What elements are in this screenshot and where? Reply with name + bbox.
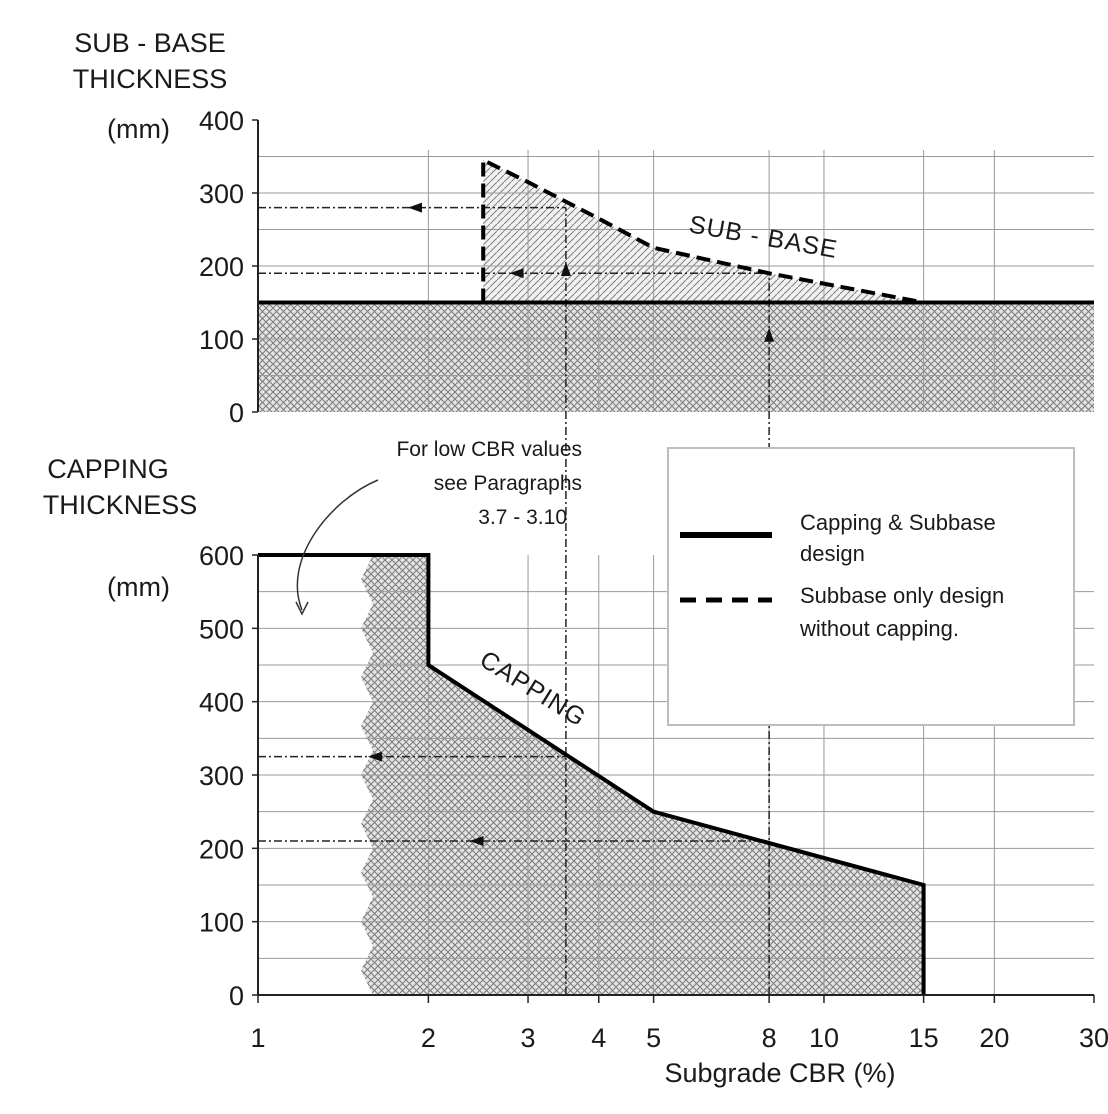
- note-line-3: 3.7 - 3.10: [478, 506, 567, 529]
- subbase-curve-label: SUB - BASE: [687, 210, 840, 264]
- subbase-read-arrow-0: [407, 202, 422, 213]
- subbase-ylabel-line-2: THICKNESS: [73, 64, 228, 94]
- capping-ytick-400: 400: [199, 688, 244, 718]
- capping-axis-title: CAPPING THICKNESS (mm): [43, 454, 198, 602]
- xtick-1: 1: [250, 1023, 265, 1053]
- xtick-8: 8: [762, 1023, 777, 1053]
- xtick-2: 2: [421, 1023, 436, 1053]
- subbase-ytick-400: 400: [199, 106, 244, 136]
- vertical-read-arrow-0: [560, 262, 571, 276]
- capping-solid-line: [258, 553, 926, 995]
- legend-entry-2-line-2: without capping.: [799, 616, 959, 641]
- capping-ytick-200: 200: [199, 834, 244, 864]
- xtick-30: 30: [1079, 1023, 1108, 1053]
- legend-entry-1-line-1: Capping & Subbase: [800, 510, 996, 535]
- xtick-4: 4: [591, 1023, 606, 1053]
- note-line-2: see Paragraphs: [434, 472, 582, 495]
- subbase-axis-title: SUB - BASE THICKNESS (mm): [73, 28, 228, 144]
- subbase-dashed-line: [481, 156, 924, 305]
- design-curves: [258, 156, 1094, 995]
- capping-read-arrow-0: [367, 751, 382, 762]
- capping-ytick-500: 500: [199, 614, 244, 644]
- capping-ylabel-unit: (mm): [107, 572, 170, 602]
- xtick-20: 20: [979, 1023, 1009, 1053]
- low-cbr-note: For low CBR values see Paragraphs 3.7 - …: [295, 438, 582, 616]
- subbase-ytick-0: 0: [229, 398, 244, 428]
- legend-entry-1-line-2: design: [800, 541, 865, 566]
- capping-ytick-300: 300: [199, 761, 244, 791]
- legend-entry-2-line-1: Subbase only design: [800, 583, 1004, 608]
- subbase-read-arrow-1: [509, 268, 524, 279]
- legend: Capping & Subbase design Subbase only de…: [667, 447, 1075, 726]
- xtick-5: 5: [646, 1023, 661, 1053]
- subbase-ylabel-unit: (mm): [107, 114, 170, 144]
- note-arrow: [296, 479, 379, 611]
- subbase-ytick-200: 200: [199, 252, 244, 282]
- vertical-read-arrow-1: [764, 327, 775, 342]
- capping-ylabel-line-2: THICKNESS: [43, 490, 198, 520]
- capping-ylabel-line-1: CAPPING: [47, 454, 169, 484]
- legend-box: [667, 447, 1075, 726]
- xtick-3: 3: [521, 1023, 536, 1053]
- subbase-ylabel-line-1: SUB - BASE: [74, 28, 226, 58]
- note-line-1: For low CBR values: [396, 438, 582, 461]
- capping-read-arrow-1: [469, 836, 484, 846]
- reading-lines: [258, 202, 775, 995]
- subbase-band-fill: [258, 302, 1094, 412]
- capping-ytick-0: 0: [229, 981, 244, 1011]
- subbase-extra-fill: [483, 160, 1094, 303]
- xtick-10: 10: [809, 1023, 839, 1053]
- capping-ytick-100: 100: [199, 908, 244, 938]
- x-axis-title: Subgrade CBR (%): [664, 1058, 895, 1088]
- subbase-ytick-300: 300: [199, 179, 244, 209]
- xtick-15: 15: [909, 1023, 939, 1053]
- subbase-ytick-100: 100: [199, 325, 244, 355]
- capping-ytick-600: 600: [199, 541, 244, 571]
- note-arrowhead: [295, 601, 309, 616]
